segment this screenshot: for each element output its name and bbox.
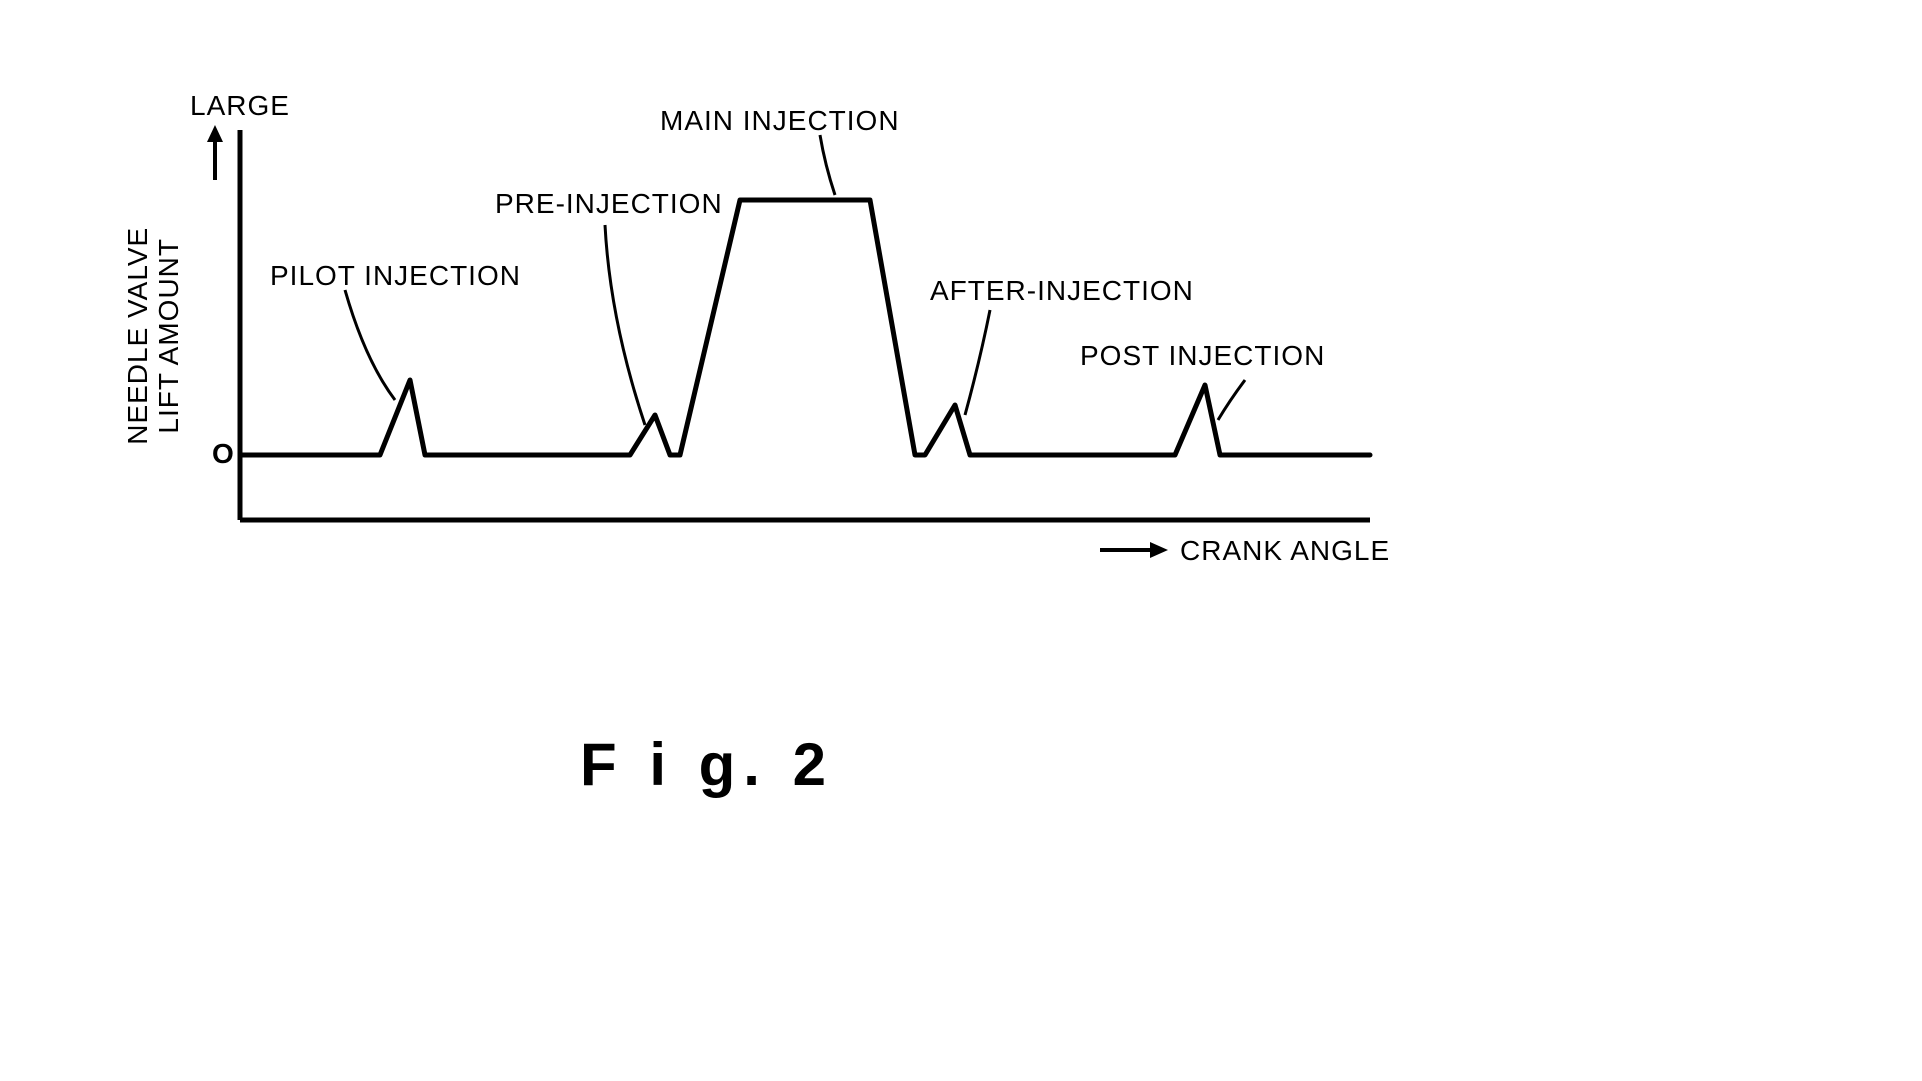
x-axis-arrow bbox=[1100, 542, 1168, 558]
post-injection-label: POST INJECTION bbox=[1080, 340, 1325, 372]
leader-after bbox=[965, 310, 990, 415]
leader-pre bbox=[605, 225, 645, 425]
leader-post bbox=[1218, 380, 1245, 420]
leader-pilot bbox=[345, 290, 395, 400]
pre-injection-label: PRE-INJECTION bbox=[495, 188, 723, 220]
main-injection-label: MAIN INJECTION bbox=[660, 105, 900, 137]
y-axis-label-line1: NEEDLE VALVELIFT AMOUNT bbox=[122, 227, 184, 445]
leader-main bbox=[820, 135, 835, 195]
y-axis-arrow bbox=[207, 125, 223, 180]
diagram-svg bbox=[100, 80, 1450, 580]
x-axis-label: CRANK ANGLE bbox=[1180, 535, 1390, 567]
origin-label: O bbox=[212, 438, 235, 470]
pilot-injection-label: PILOT INJECTION bbox=[270, 260, 521, 292]
figure-caption: F i g. 2 bbox=[580, 730, 834, 799]
injection-diagram: LARGE NEEDLE VALVELIFT AMOUNT O PILOT IN… bbox=[100, 80, 1450, 580]
large-label: LARGE bbox=[190, 90, 290, 122]
y-axis-label: NEEDLE VALVELIFT AMOUNT bbox=[123, 227, 185, 445]
after-injection-label: AFTER-INJECTION bbox=[930, 275, 1194, 307]
injection-waveform bbox=[240, 200, 1370, 455]
